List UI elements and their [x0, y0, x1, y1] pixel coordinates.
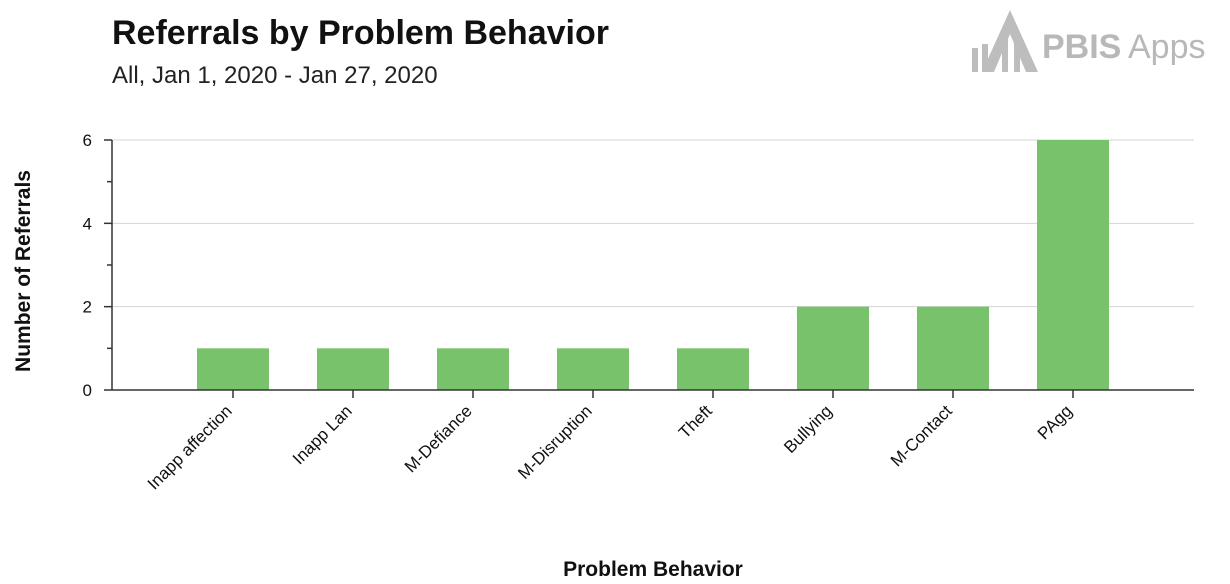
y-tick-label: 4 [83, 214, 92, 233]
y-tick-label: 6 [83, 131, 92, 150]
pbis-apps-logo: PBIS Apps [972, 10, 1206, 72]
y-tick-label: 0 [83, 381, 92, 400]
y-tick-label: 2 [83, 298, 92, 317]
logo-text-light: Apps [1128, 28, 1206, 66]
bar [797, 306, 869, 390]
bar [1037, 140, 1109, 390]
x-tick-label: M-Contact [887, 401, 956, 470]
bar [437, 348, 509, 390]
x-tick-labels: Inapp affection Inapp Lan M-Defiance M-Disr… [144, 401, 1076, 493]
x-tick-label: Bullying [780, 401, 836, 457]
y-tick-labels: 0 2 4 6 [83, 131, 92, 400]
chart-title: Referrals by Problem Behavior [112, 14, 609, 52]
logo-mark-icon [972, 10, 1038, 72]
grid-lines [112, 139, 1194, 308]
x-tick-label: M-Disruption [514, 401, 596, 483]
x-tick-label: PAgg [1034, 401, 1076, 443]
bar [197, 348, 269, 390]
bar [677, 348, 749, 390]
bars [197, 140, 1109, 390]
bar [317, 348, 389, 390]
logo-text-bold: PBIS [1042, 28, 1121, 66]
x-tick-label: M-Defiance [401, 401, 476, 476]
chart-subtitle: All, Jan 1, 2020 - Jan 27, 2020 [112, 62, 438, 89]
bar [557, 348, 629, 390]
x-tick-label: Inapp affection [144, 401, 236, 493]
x-axis-title: Problem Behavior [563, 558, 743, 581]
x-tick-label: Theft [675, 401, 716, 442]
bar [917, 306, 989, 390]
x-tick-label: Inapp Lan [289, 401, 356, 468]
axes [104, 139, 1194, 398]
y-axis-title: Number of Referrals [12, 170, 35, 372]
